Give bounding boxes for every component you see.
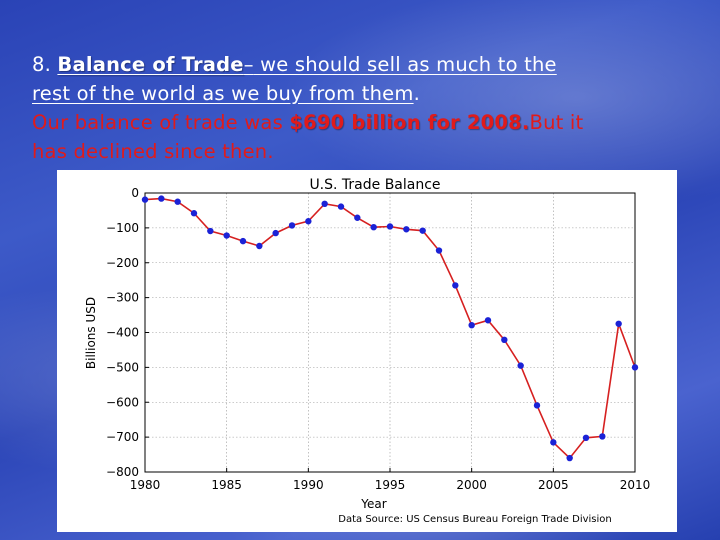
- x-tick-label: 2010: [620, 478, 651, 492]
- data-point: [419, 227, 426, 234]
- data-point: [631, 364, 639, 371]
- y-tick-label: −100: [106, 221, 139, 235]
- y-tick-label: −600: [106, 395, 139, 409]
- text-line-1: 8. Balance of Trade– we should sell as m…: [32, 50, 702, 79]
- data-point: [452, 282, 459, 289]
- data-point: [337, 203, 345, 210]
- data-point: [272, 229, 279, 237]
- data-point: [615, 320, 622, 327]
- y-tick-label: −400: [106, 326, 139, 340]
- data-point: [582, 434, 590, 442]
- term-dash: –: [243, 53, 254, 76]
- data-point: [256, 242, 263, 250]
- balance-statement-suffix: But it: [529, 111, 584, 134]
- data-point: [501, 336, 508, 344]
- data-source-note: Data Source: US Census Bureau Foreign Tr…: [338, 514, 611, 525]
- data-point: [239, 237, 247, 245]
- y-axis-label: Billions USD: [84, 297, 98, 369]
- series-line: [144, 197, 636, 460]
- x-axis-label: Year: [360, 497, 386, 511]
- y-tick-label: −200: [106, 256, 139, 270]
- y-tick-label: −500: [106, 360, 139, 374]
- data-point: [550, 439, 557, 446]
- y-tick-label: −300: [106, 291, 139, 305]
- data-point: [321, 200, 328, 208]
- x-tick-label: 2005: [538, 478, 569, 492]
- y-tick-label: −800: [106, 465, 139, 479]
- x-tick-label: 1990: [293, 478, 324, 492]
- data-point: [599, 433, 606, 440]
- trade-balance-chart: U.S. Trade Balance Year Billions USD Dat…: [57, 170, 677, 532]
- data-point: [533, 402, 541, 409]
- decline-statement: has declined since then.: [32, 140, 274, 163]
- data-point: [190, 210, 198, 217]
- definition-line-1: we should sell as much to the: [253, 53, 557, 76]
- term-balance-of-trade: Balance of Trade: [57, 53, 244, 76]
- definition-period: .: [413, 82, 420, 105]
- x-tick-label: 1995: [375, 478, 406, 492]
- data-point: [484, 317, 492, 324]
- data-point: [403, 226, 410, 233]
- chart-svg: U.S. Trade Balance Year Billions USD Dat…: [84, 177, 650, 525]
- balance-2008-amount: $690 billion for 2008.: [289, 111, 530, 134]
- text-line-4: has declined since then.: [32, 137, 702, 166]
- chart-title: U.S. Trade Balance: [309, 177, 440, 193]
- data-point: [386, 223, 394, 230]
- data-point: [370, 223, 377, 231]
- x-tick-label: 2000: [456, 478, 487, 492]
- text-line-3: Our balance of trade was $690 billion fo…: [32, 108, 702, 137]
- data-point: [305, 218, 312, 225]
- data-point: [435, 247, 443, 254]
- data-point: [288, 222, 296, 229]
- data-point: [158, 195, 165, 202]
- slide-text: 8. Balance of Trade– we should sell as m…: [32, 50, 702, 166]
- data-point: [517, 362, 524, 369]
- data-point: [468, 321, 475, 329]
- y-tick-label: −700: [106, 430, 139, 444]
- item-number: 8.: [32, 53, 52, 76]
- data-point: [566, 454, 573, 462]
- data-point: [141, 196, 149, 203]
- data-point: [223, 232, 230, 239]
- balance-statement-prefix: Our balance of trade was: [32, 111, 290, 134]
- data-point: [174, 198, 181, 205]
- data-point: [207, 227, 214, 235]
- y-tick-label: 0: [131, 186, 139, 200]
- data-point: [354, 214, 361, 221]
- text-line-2: rest of the world as we buy from them.: [32, 79, 702, 108]
- definition-line-2: rest of the world as we buy from them: [32, 82, 414, 105]
- x-tick-label: 1980: [130, 478, 161, 492]
- x-tick-label: 1985: [211, 478, 242, 492]
